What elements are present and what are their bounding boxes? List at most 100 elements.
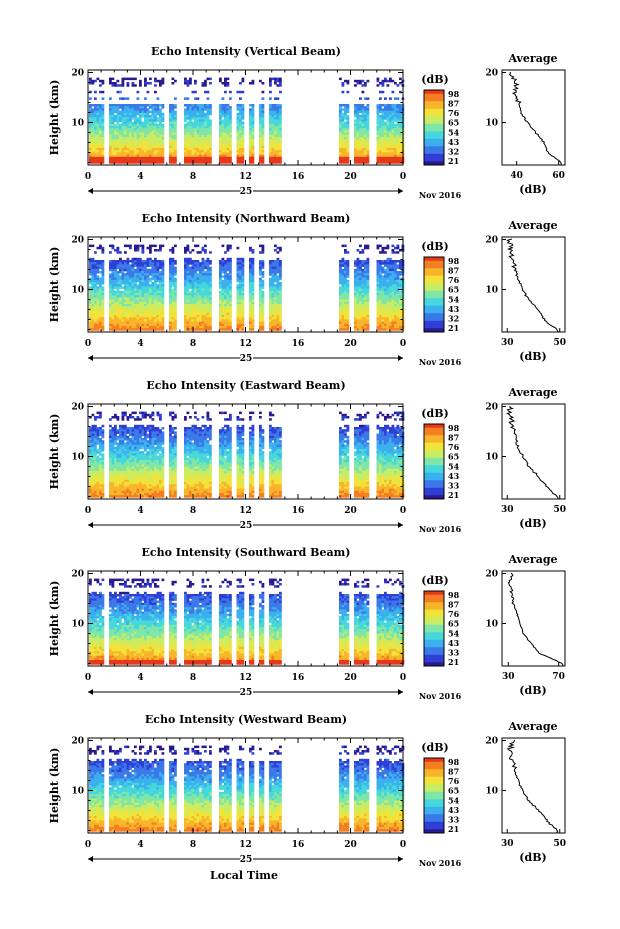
heatmap-cell	[259, 266, 262, 270]
heatmap-cell	[99, 288, 102, 292]
heatmap-cell	[129, 288, 132, 292]
heatmap-cell	[389, 123, 392, 127]
heatmap-cell	[224, 137, 227, 140]
heatmap-cell	[134, 319, 137, 322]
heatmap-cell	[201, 288, 205, 292]
heatmap-cell	[379, 156, 382, 160]
heatmap-cell	[129, 148, 132, 151]
heatmap-cell	[94, 123, 97, 127]
heatmap-cell	[346, 141, 350, 144]
heatmap-cell	[146, 108, 150, 111]
x-tick-label: 8	[190, 172, 196, 182]
heatmap-cell	[271, 260, 275, 263]
heatmap-cell	[204, 260, 207, 263]
heatmap-cell	[271, 273, 275, 276]
heatmap-cell	[201, 132, 205, 136]
heatmap-cell	[391, 159, 395, 162]
heatmap-cell	[169, 271, 172, 274]
heatmap-cell	[191, 301, 195, 305]
heatmap-cell	[379, 282, 382, 285]
heatmap-cell	[134, 130, 137, 133]
heatmap-cell	[366, 328, 370, 331]
heatmap-cell	[189, 159, 192, 162]
heatmap-cell	[384, 141, 387, 144]
heatmap-cell	[161, 297, 165, 300]
heatmap-cell	[376, 148, 380, 151]
heatmap-cell	[99, 308, 102, 311]
heatmap-cell	[169, 315, 172, 318]
heatmap-cell	[184, 317, 187, 320]
heatmap-cell	[381, 310, 385, 314]
heatmap-cell	[344, 112, 347, 116]
heatmap-cell	[269, 304, 272, 307]
heatmap-cell	[356, 268, 360, 272]
heatmap-cell	[139, 132, 142, 136]
heatmap-cell	[394, 137, 397, 140]
heatmap-cell	[236, 271, 240, 274]
heatmap-cell	[249, 279, 252, 283]
heatmap-cell	[221, 106, 225, 109]
heatmap-cell	[96, 266, 100, 270]
heatmap-cell	[354, 130, 357, 133]
heatmap-cell	[339, 268, 342, 272]
heatmap-cell	[169, 148, 172, 151]
heatmap-cell	[171, 312, 175, 316]
heatmap-cell	[386, 121, 390, 125]
heatmap-cell	[96, 137, 100, 140]
heatmap-cell	[271, 117, 275, 120]
heatmap-cell	[376, 108, 380, 111]
heatmap-cell	[196, 251, 200, 254]
heatmap-cell	[199, 108, 202, 111]
heatmap-cell	[129, 244, 132, 248]
heatmap-cell	[206, 150, 210, 153]
heatmap-cell	[101, 159, 105, 162]
heatmap-cell	[136, 152, 140, 155]
heatmap-cell	[154, 119, 157, 122]
heatmap-cell	[154, 257, 157, 261]
heatmap-cell	[99, 159, 102, 162]
heatmap-cell	[146, 295, 150, 298]
heatmap-cell	[226, 326, 230, 329]
heatmap-cell	[274, 306, 277, 309]
heatmap-cell	[116, 115, 120, 118]
heatmap-cell	[91, 139, 95, 142]
heatmap-cell	[241, 159, 245, 162]
heatmap-cell	[121, 154, 125, 158]
heatmap-cell	[186, 257, 190, 261]
heatmap-cell	[134, 277, 137, 281]
heatmap-cell	[156, 123, 160, 127]
heatmap-cell	[394, 110, 397, 114]
colorbar-segment	[424, 129, 444, 132]
heatmap-cell	[219, 161, 222, 164]
heatmap-cell	[341, 119, 345, 122]
heatmap-cell	[221, 154, 225, 158]
heatmap-cell	[94, 97, 97, 100]
heatmap-cell	[376, 110, 380, 114]
heatmap-cell	[199, 266, 202, 270]
heatmap-cell	[116, 284, 120, 287]
heatmap-cell	[184, 161, 187, 164]
heatmap-cell	[249, 152, 252, 155]
heatmap-cell	[159, 310, 162, 314]
heatmap-cell	[274, 315, 277, 318]
heatmap-cell	[139, 260, 142, 263]
heatmap-cell	[219, 132, 222, 136]
heatmap-cell	[274, 132, 277, 136]
heatmap-cell	[361, 264, 365, 267]
heatmap-cell	[206, 286, 210, 289]
heatmap-cell	[114, 139, 117, 142]
heatmap-cell	[344, 108, 347, 111]
heatmap-cell	[341, 121, 345, 125]
heatmap-cell	[381, 317, 385, 320]
heatmap-cell	[341, 126, 345, 129]
heatmap-cell	[276, 319, 280, 322]
heatmap-cell	[209, 119, 212, 122]
heatmap-cell	[359, 123, 362, 127]
heatmap-cell	[121, 326, 125, 329]
heatmap-cell	[194, 161, 197, 164]
heatmap-cell	[229, 117, 232, 120]
heatmap-cell	[141, 108, 145, 111]
heatmap-cell	[279, 128, 282, 131]
heatmap-cell	[249, 139, 252, 142]
